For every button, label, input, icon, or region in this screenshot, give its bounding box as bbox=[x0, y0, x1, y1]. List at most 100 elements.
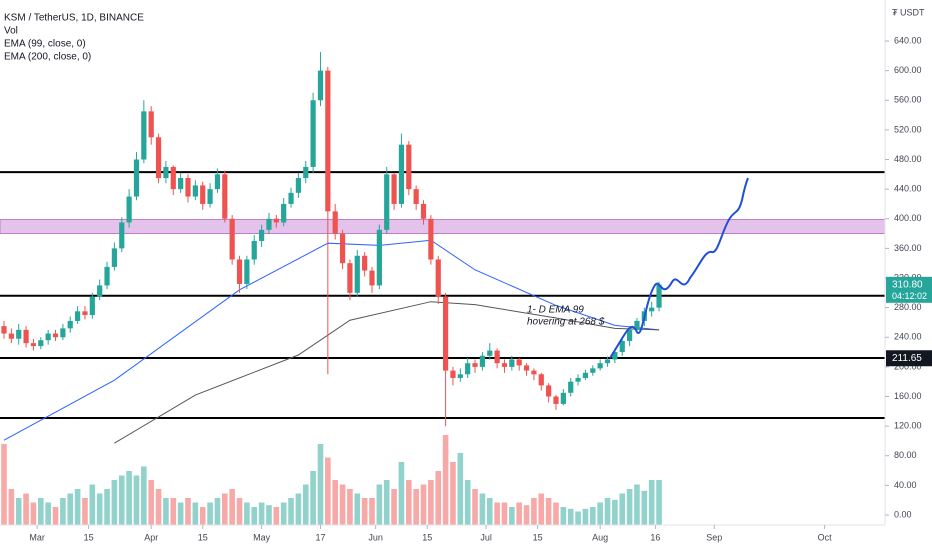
volume-bar bbox=[104, 489, 110, 525]
ema-line bbox=[114, 301, 660, 444]
volume-bar bbox=[354, 493, 361, 525]
volume-bar bbox=[310, 471, 316, 525]
volume-bar bbox=[133, 475, 140, 525]
candle-body bbox=[236, 259, 243, 284]
y-tick-label: 240.00 bbox=[894, 332, 922, 342]
volume-bar bbox=[199, 507, 206, 525]
volume-bar bbox=[626, 489, 633, 525]
x-tick-label: 15 bbox=[533, 532, 543, 542]
volume-bar bbox=[111, 480, 118, 525]
volume-bar bbox=[317, 444, 324, 525]
volume-bar bbox=[590, 507, 596, 525]
candle-body bbox=[111, 248, 117, 267]
volume-bar bbox=[163, 498, 169, 525]
candle-body bbox=[384, 174, 390, 230]
volume-bar bbox=[52, 507, 59, 525]
volume-bar bbox=[192, 502, 199, 525]
y-tick-label: 280.00 bbox=[894, 302, 922, 312]
candle-body bbox=[133, 159, 140, 197]
candle-body bbox=[45, 333, 51, 341]
candle-body bbox=[634, 320, 640, 330]
x-tick-label: Apr bbox=[144, 532, 158, 542]
volume-bar bbox=[641, 490, 648, 525]
candle-body bbox=[656, 284, 662, 308]
y-tick-label: 40.00 bbox=[894, 480, 917, 490]
price-label-box bbox=[886, 276, 932, 303]
volume-bar bbox=[435, 471, 442, 525]
volume-bar bbox=[619, 493, 626, 525]
candle-body bbox=[494, 350, 500, 364]
price-timer: 04:12:02 bbox=[892, 291, 927, 301]
candle-body bbox=[30, 343, 37, 347]
candle-body bbox=[627, 329, 633, 341]
volume-bar bbox=[450, 462, 456, 525]
candle-body bbox=[126, 196, 132, 223]
projection-drawing bbox=[609, 177, 749, 359]
annotation: hovering at 268 $ bbox=[527, 317, 605, 328]
y-tick-label: 520.00 bbox=[894, 124, 922, 134]
legend-vol: Vol bbox=[4, 26, 18, 37]
volume-bar bbox=[634, 484, 640, 525]
candle-body bbox=[251, 240, 257, 260]
volume-bar bbox=[464, 480, 471, 525]
volume-bar bbox=[126, 471, 132, 525]
annotation: 1- D EMA 99 bbox=[527, 305, 584, 316]
y-tick-label: 360.00 bbox=[894, 243, 922, 253]
volume-bar bbox=[604, 498, 611, 525]
volume-bar bbox=[1, 444, 7, 525]
x-tick-label: Aug bbox=[592, 532, 608, 542]
y-tick-label: 80.00 bbox=[894, 450, 917, 460]
volume-bar bbox=[30, 502, 37, 525]
candle-body bbox=[560, 392, 566, 404]
volume-bar bbox=[222, 493, 228, 525]
candle-body bbox=[8, 333, 14, 339]
y-tick-label: 640.00 bbox=[894, 35, 922, 45]
candle-body bbox=[612, 352, 618, 360]
candle-body bbox=[487, 350, 493, 356]
x-tick-label: 15 bbox=[422, 532, 432, 542]
volume-bar bbox=[567, 508, 574, 525]
candle-body bbox=[523, 365, 530, 371]
volume-bar bbox=[383, 480, 390, 525]
candle-body bbox=[303, 166, 309, 179]
volume-bar bbox=[229, 489, 235, 525]
volume-bar bbox=[442, 435, 449, 525]
y-tick-label: 400.00 bbox=[894, 213, 922, 223]
candle-body bbox=[398, 144, 405, 204]
ema-line bbox=[3, 239, 660, 441]
candle-body bbox=[339, 233, 346, 264]
candle-body bbox=[52, 333, 59, 338]
candle-body bbox=[443, 296, 449, 371]
volume-bar bbox=[207, 502, 213, 525]
candle-body bbox=[259, 229, 265, 241]
candle-body bbox=[575, 377, 581, 382]
candle-body bbox=[82, 311, 88, 316]
volume-bar bbox=[332, 480, 338, 525]
candle-body bbox=[170, 166, 176, 190]
volume-bar bbox=[391, 489, 397, 525]
volume-bar bbox=[244, 502, 250, 525]
candle-body bbox=[457, 374, 463, 378]
candle-body bbox=[406, 144, 412, 190]
volume-bar bbox=[8, 489, 15, 525]
volume-bar bbox=[347, 489, 353, 525]
candle-body bbox=[310, 100, 316, 167]
volume-bar bbox=[15, 498, 22, 525]
candle-body bbox=[619, 340, 625, 353]
volume-bar bbox=[170, 498, 177, 525]
volume-bar bbox=[413, 489, 419, 525]
candle-body bbox=[531, 370, 537, 375]
candle-body bbox=[119, 222, 125, 249]
candle-body bbox=[479, 355, 485, 367]
candle-body bbox=[185, 178, 191, 197]
candle-body bbox=[435, 259, 441, 297]
candle-body bbox=[546, 385, 552, 397]
candle-body bbox=[200, 185, 206, 204]
candle-body bbox=[465, 363, 471, 375]
candle-body bbox=[155, 137, 162, 179]
volume-bar bbox=[361, 498, 368, 525]
volume-bar bbox=[516, 502, 522, 525]
candle-body bbox=[89, 296, 95, 316]
volume-bar bbox=[214, 498, 221, 525]
